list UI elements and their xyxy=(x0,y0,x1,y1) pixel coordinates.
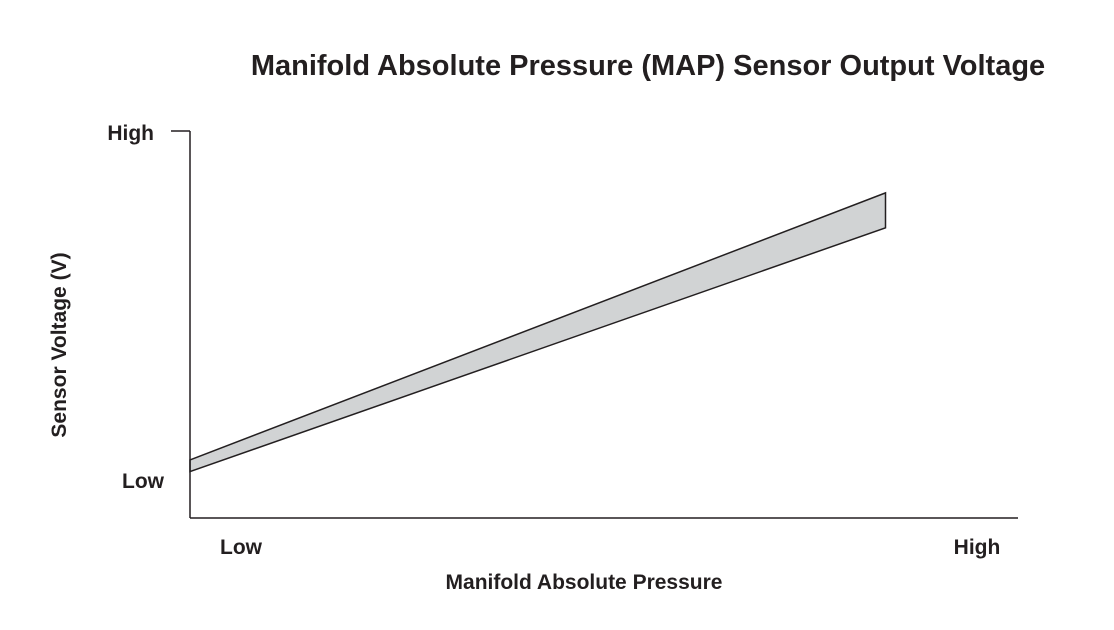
y-tick-label-low: Low xyxy=(122,470,165,493)
voltage-band-0 xyxy=(189,191,887,473)
y-axis-label: Sensor Voltage (V) xyxy=(48,252,71,437)
voltage-band-layer xyxy=(189,191,887,473)
chart-title: Manifold Absolute Pressure (MAP) Sensor … xyxy=(251,50,1045,82)
x-tick-label-low: Low xyxy=(220,536,263,559)
x-axis-label: Manifold Absolute Pressure xyxy=(446,571,723,594)
x-tick-label-high: High xyxy=(954,536,1001,559)
y-tick-label-high: High xyxy=(107,122,154,145)
